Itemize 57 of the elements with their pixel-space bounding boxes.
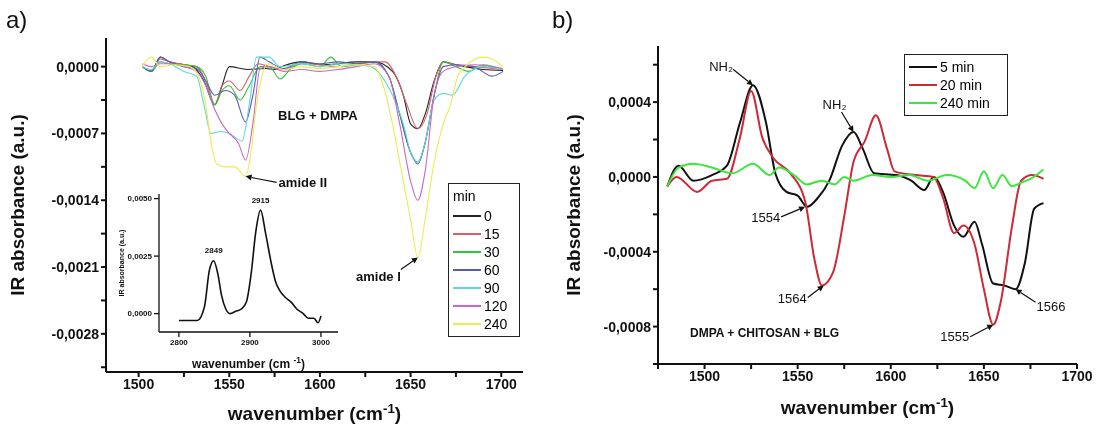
y-tick-label: 0,0004 bbox=[608, 94, 652, 111]
x-tick-label: 1650 bbox=[395, 375, 427, 392]
annotation: NH₂ bbox=[822, 97, 847, 113]
legend-label: 20 min bbox=[940, 76, 983, 94]
y-tick-label: 0,0000 bbox=[127, 309, 153, 319]
y-tick-label: -0,0008 bbox=[603, 318, 652, 335]
annotation: 1555 bbox=[940, 328, 970, 344]
annotation: NH₂ bbox=[709, 59, 733, 75]
x-axis-title: wavenumber (cm $^{-1}$) bbox=[191, 355, 305, 371]
y-tick-label: -0,0007 bbox=[51, 125, 100, 142]
y-tick-label: 0,0050 bbox=[127, 194, 153, 204]
x-tick-label: 1700 bbox=[1061, 367, 1093, 384]
x-axis-title: wavenumber (cm$^{-1}$) bbox=[226, 400, 402, 424]
y-tick-label: 0,0000 bbox=[56, 58, 100, 75]
legend-label: 240 min bbox=[940, 94, 990, 112]
annotation: 1564 bbox=[777, 291, 807, 307]
annotation: DMPA + CHITOSAN + BLG bbox=[690, 326, 840, 340]
legend-label: 60 bbox=[484, 261, 500, 279]
y-tick-label: -0,0014 bbox=[51, 192, 100, 209]
legend-label: 5 min bbox=[940, 58, 975, 76]
annotation: amide I bbox=[356, 269, 401, 285]
legend-label: 120 bbox=[484, 297, 508, 315]
y-tick-label: 0,0000 bbox=[608, 168, 652, 185]
legend-title: min bbox=[453, 187, 477, 205]
x-tick-label: 1700 bbox=[485, 375, 518, 392]
x-tick-label: 2900 bbox=[241, 337, 260, 347]
y-axis-title: IR absorbance (a.u.) bbox=[7, 114, 28, 296]
annotation: BLG + DMPA bbox=[278, 108, 359, 123]
y-tick-label: -0,0004 bbox=[603, 243, 652, 260]
x-axis-title: wavenumber (cm$^{-1}$) bbox=[779, 394, 955, 418]
y-axis-title: IR absorbance (a.u.) bbox=[563, 114, 584, 296]
line-series bbox=[178, 209, 322, 324]
x-tick-label: 2800 bbox=[169, 337, 189, 347]
annotation: amide II bbox=[278, 175, 328, 191]
legend-label: 240 bbox=[484, 315, 508, 333]
x-tick-label: 1550 bbox=[213, 375, 246, 392]
legend-label: 15 bbox=[484, 225, 500, 243]
x-tick-label: 1550 bbox=[782, 367, 814, 384]
x-tick-label: 1600 bbox=[875, 367, 907, 384]
x-tick-label: 1500 bbox=[688, 367, 721, 384]
y-tick-label: -0,0021 bbox=[51, 259, 100, 275]
legend-label: 90 bbox=[484, 279, 500, 297]
x-tick-label: 3000 bbox=[312, 337, 331, 347]
x-tick-label: 1650 bbox=[968, 367, 1000, 384]
x-tick-label: 1600 bbox=[304, 375, 336, 392]
x-tick-label: 1500 bbox=[123, 375, 155, 392]
line-series bbox=[666, 162, 1045, 190]
text: a) bbox=[6, 6, 28, 33]
text: b) bbox=[552, 6, 574, 33]
annotation: 1566 bbox=[1036, 299, 1066, 315]
y-tick-label: 0,0025 bbox=[127, 251, 153, 261]
legend-label: 30 bbox=[484, 243, 500, 261]
legend-label: 0 bbox=[484, 207, 492, 225]
annotation: 2915 bbox=[251, 196, 271, 206]
annotation: 2849 bbox=[204, 245, 224, 255]
y-tick-label: -0,0028 bbox=[51, 325, 100, 342]
annotation: 1554 bbox=[751, 209, 781, 225]
